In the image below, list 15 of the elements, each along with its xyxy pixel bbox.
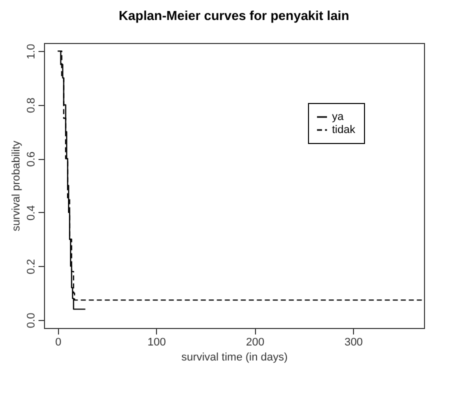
x-tick-label: 200 xyxy=(246,336,264,348)
x-tick-label: 100 xyxy=(148,336,166,348)
y-tick-label: 1.0 xyxy=(26,44,38,60)
y-tick-label: 0.0 xyxy=(26,312,38,328)
y-tick-label: 0.8 xyxy=(26,98,38,113)
y-axis-title: survival probability xyxy=(10,140,22,232)
y-tick-label: 0.4 xyxy=(26,205,38,221)
x-tick-label: 300 xyxy=(344,336,363,348)
y-tick-label: 0.2 xyxy=(26,259,38,274)
x-tick-label: 0 xyxy=(55,336,62,348)
legend-label: tidak xyxy=(332,124,356,136)
legend-label: ya xyxy=(332,111,344,123)
y-tick-label: 0.6 xyxy=(26,151,38,167)
chart-title: Kaplan-Meier curves for penyakit lain xyxy=(118,8,350,23)
x-axis-title: survival time (in days) xyxy=(181,352,288,364)
